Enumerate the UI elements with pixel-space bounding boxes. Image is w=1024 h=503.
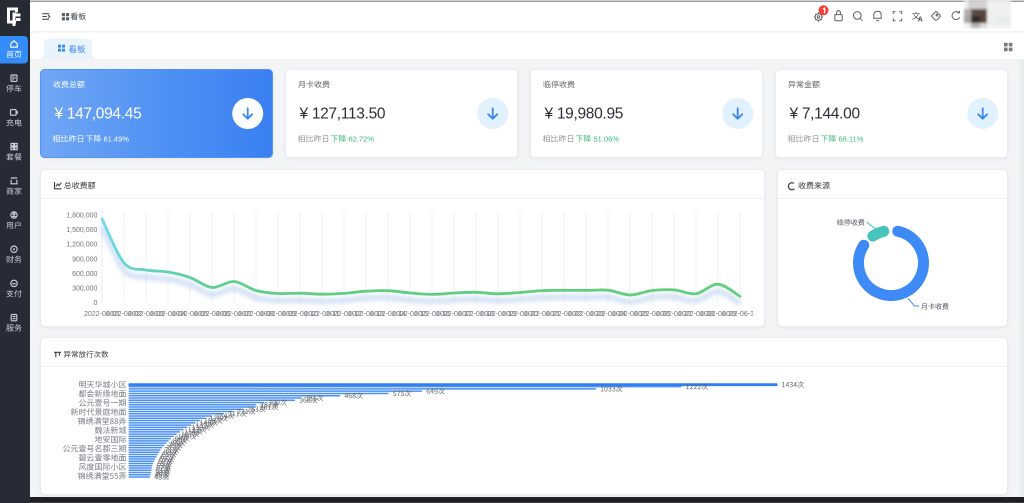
svg-text:2022-06-01: 2022-06-01 — [84, 311, 120, 318]
svg-text:2022-06-03: 2022-06-03 — [128, 311, 164, 318]
svg-text:2022-06-07: 2022-06-07 — [216, 311, 252, 318]
svg-text:2022-06-16: 2022-06-16 — [414, 311, 450, 318]
svg-text:2022-06-25: 2022-06-25 — [612, 311, 648, 318]
svg-text:2022-06-05: 2022-06-05 — [172, 311, 208, 318]
svg-text:2022-06-23: 2022-06-23 — [568, 311, 604, 318]
svg-text:2022-06-13: 2022-06-13 — [348, 311, 384, 318]
svg-text:2022-06-02: 2022-06-02 — [106, 311, 142, 318]
svg-text:2022-06-24: 2022-06-24 — [590, 311, 626, 318]
svg-text:51.06%: 51.06% — [594, 135, 620, 144]
svg-text:2022-06-10: 2022-06-10 — [282, 311, 318, 318]
svg-text:P: P — [12, 77, 16, 83]
svg-text:0: 0 — [93, 300, 97, 307]
svg-text:¥ 127,113.50: ¥ 127,113.50 — [299, 105, 386, 122]
svg-text:62.72%: 62.72% — [349, 135, 375, 144]
svg-text:¥ 147,094.45: ¥ 147,094.45 — [54, 105, 142, 122]
svg-text:2022-06-09: 2022-06-09 — [260, 311, 296, 318]
svg-text:¥ 7,144.00: ¥ 7,144.00 — [789, 105, 861, 122]
svg-text:2022-06-15: 2022-06-15 — [392, 311, 428, 318]
svg-text:300,000: 300,000 — [72, 286, 97, 293]
svg-text:2022-06-06: 2022-06-06 — [194, 311, 230, 318]
svg-text:2022-06-14: 2022-06-14 — [370, 311, 406, 318]
svg-text:1,200,000: 1,200,000 — [66, 242, 97, 249]
svg-text:1,500,000: 1,500,000 — [66, 227, 97, 234]
svg-text:A: A — [918, 16, 923, 23]
svg-text:2022-06-29: 2022-06-29 — [700, 311, 736, 318]
svg-text:2022-06-26: 2022-06-26 — [634, 311, 670, 318]
svg-text:61.49%: 61.49% — [104, 135, 130, 144]
svg-text:1,800,000: 1,800,000 — [66, 212, 97, 219]
svg-text:900,000: 900,000 — [72, 256, 97, 263]
svg-text:¥ 19,980.95: ¥ 19,980.95 — [544, 105, 624, 122]
svg-text:2022-06-21: 2022-06-21 — [524, 311, 560, 318]
svg-text:600,000: 600,000 — [72, 271, 97, 278]
svg-text:2022-06-04: 2022-06-04 — [150, 311, 186, 318]
svg-text:2022-06-12: 2022-06-12 — [326, 311, 362, 318]
svg-text:2022-06-19: 2022-06-19 — [480, 311, 516, 318]
svg-text:2022-06-11: 2022-06-11 — [304, 311, 339, 318]
svg-text:2022-06-20: 2022-06-20 — [502, 311, 538, 318]
svg-text:2022-06-22: 2022-06-22 — [546, 311, 582, 318]
svg-text:2022-06-17: 2022-06-17 — [436, 311, 472, 318]
svg-text:68.11%: 68.11% — [839, 135, 864, 144]
svg-text:2022-06-08: 2022-06-08 — [238, 311, 274, 318]
svg-text:2022-06-30: 2022-06-30 — [722, 311, 758, 318]
svg-text:2022-06-28: 2022-06-28 — [678, 311, 714, 318]
svg-text:2022-06-27: 2022-06-27 — [656, 311, 692, 318]
svg-text:2022-06-18: 2022-06-18 — [458, 311, 494, 318]
